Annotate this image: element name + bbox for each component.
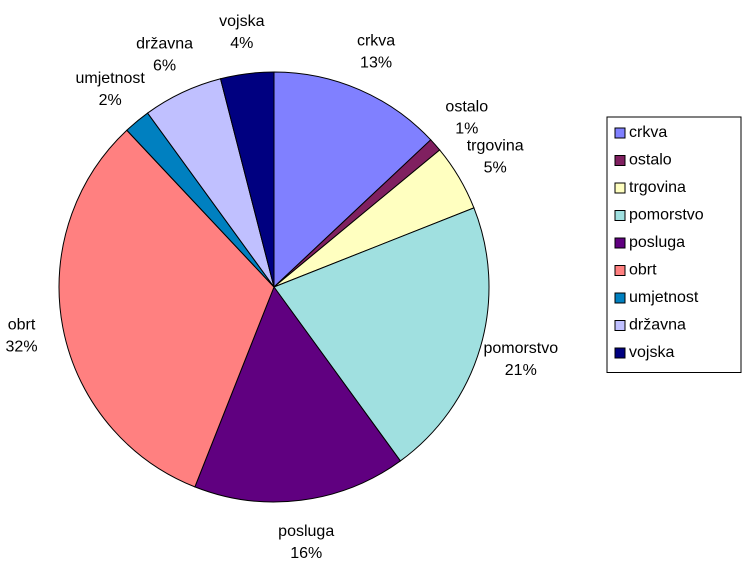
slice-label: pomorstvo (483, 340, 558, 357)
slice-value-label: 13% (360, 54, 392, 71)
slice-value-label: 1% (455, 120, 478, 137)
slice-label: posluga (278, 523, 334, 540)
slice-label: umjetnost (75, 70, 145, 87)
legend-swatch (614, 127, 626, 139)
slice-label: crkva (357, 32, 395, 49)
pie-slice (273, 207, 490, 462)
legend-box (606, 116, 742, 373)
legend-label: pomorstvo (629, 207, 704, 224)
legend-label: umjetnost (629, 289, 699, 306)
legend-label: ostalo (629, 152, 672, 169)
legend-swatch (614, 347, 626, 359)
slice-value-label: 5% (484, 159, 507, 176)
pie-slice (58, 129, 275, 488)
slice-label: ostalo (445, 98, 488, 115)
legend-swatch (614, 292, 626, 304)
legend-label: vojska (629, 344, 674, 361)
pie-slice (219, 71, 275, 288)
legend-swatch (614, 182, 626, 194)
slice-label: obrt (8, 316, 36, 333)
legend-swatch (614, 210, 626, 221)
slice-value-label: 4% (230, 35, 253, 52)
pie-slice (273, 71, 432, 289)
slice-label: trgovina (467, 137, 524, 154)
slice-value-label: 2% (99, 92, 122, 109)
slice-value-label: 32% (6, 338, 38, 355)
legend-label: državna (629, 317, 686, 334)
legend-label: posluga (629, 234, 685, 251)
slice-label: vojska (219, 13, 264, 30)
legend-swatch (614, 265, 626, 276)
legend-label: obrt (629, 262, 657, 279)
legend-label: crkva (629, 124, 667, 141)
slice-value-label: 21% (505, 362, 537, 379)
legend-swatch (614, 155, 626, 166)
slice-value-label: 6% (153, 58, 176, 75)
legend-label: trgovina (629, 179, 686, 196)
pie-slice (194, 285, 402, 503)
legend-swatch (614, 237, 626, 249)
legend-swatch (614, 320, 626, 331)
slice-label: državna (136, 36, 193, 53)
slice-value-label: 16% (290, 545, 322, 562)
